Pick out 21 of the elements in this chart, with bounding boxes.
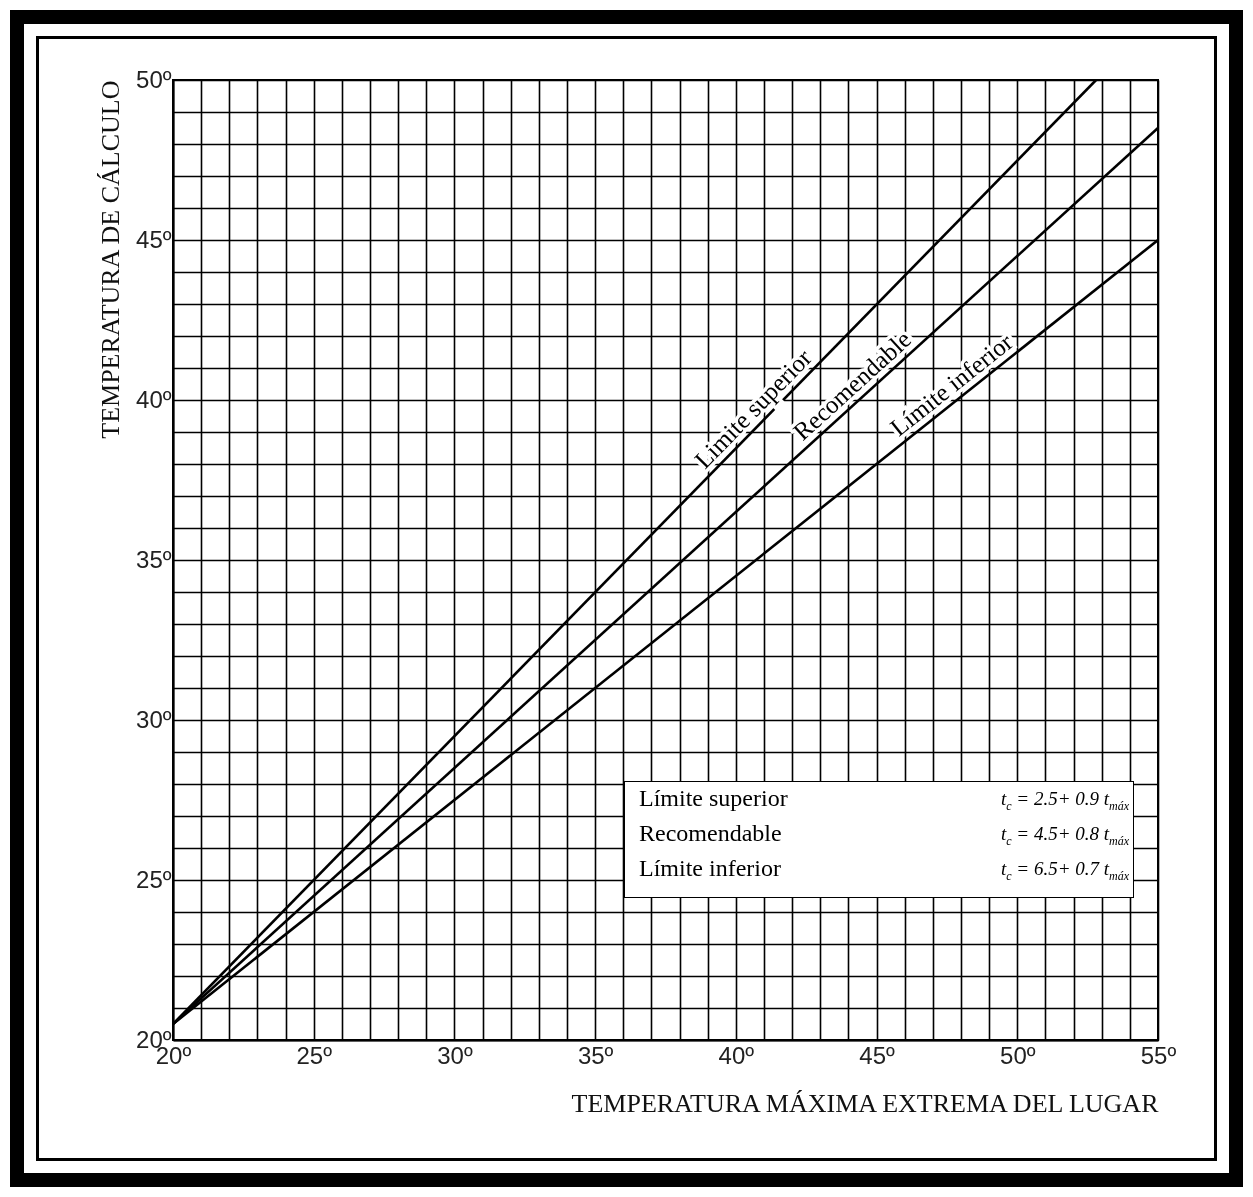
x-tick-label: 30º bbox=[437, 1041, 473, 1069]
x-tick-label: 25º bbox=[296, 1041, 333, 1069]
x-tick-label: 50º bbox=[1000, 1041, 1036, 1069]
y-tick-label: 30º bbox=[136, 705, 172, 733]
annotation: t$_{c}$ = 6.5+ 0.7 t$_{máx}$ bbox=[999, 856, 1129, 885]
y-tick-label: 50º bbox=[136, 65, 172, 93]
x-tick-label: 35º bbox=[577, 1041, 614, 1069]
y-tick-label: 25º bbox=[136, 865, 172, 893]
y-tick-label: 35º bbox=[136, 545, 172, 573]
annotation: Límite superior bbox=[639, 785, 789, 813]
x-tick-label: 40º bbox=[718, 1041, 755, 1069]
y-tick-label: 40º bbox=[136, 385, 172, 413]
x-axis-title: TEMPERATURA MÁXIMA EXTREMA DEL LUGAR bbox=[571, 1088, 1160, 1118]
annotation: Recomendable bbox=[639, 819, 783, 848]
annotation: Límite inferior bbox=[639, 854, 782, 883]
x-tick-label: 45º bbox=[859, 1041, 896, 1069]
annotation: t$_{c}$ = 4.5+ 0.8 t$_{máx}$ bbox=[999, 821, 1129, 850]
x-tick-label: 55º bbox=[1140, 1041, 1177, 1069]
y-tick-label: 45º bbox=[136, 225, 172, 253]
annotation: t$_{c}$ = 2.5+ 0.9 t$_{máx}$ bbox=[999, 787, 1129, 815]
y-axis-title: TEMPERATURA DE CÁLCULO bbox=[96, 80, 126, 439]
